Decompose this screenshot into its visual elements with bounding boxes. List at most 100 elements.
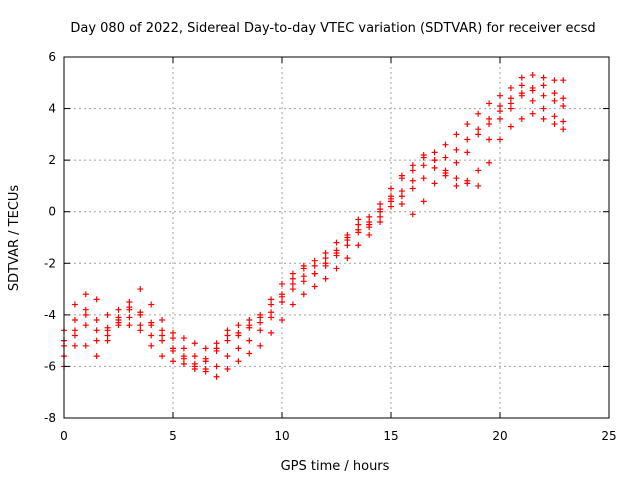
data-point	[246, 324, 253, 331]
data-point	[191, 360, 198, 367]
data-point	[82, 342, 89, 349]
y-tick-label: -8	[44, 411, 56, 425]
data-point	[311, 283, 318, 290]
data-point	[377, 219, 384, 226]
data-point	[507, 123, 514, 130]
data-point	[104, 311, 111, 318]
data-point	[115, 317, 122, 324]
data-point	[333, 239, 340, 246]
data-point	[366, 224, 373, 231]
data-point	[104, 337, 111, 344]
data-point	[497, 92, 503, 99]
y-tick-label: 0	[48, 205, 56, 219]
data-point	[475, 126, 482, 133]
data-point	[420, 198, 427, 205]
data-point	[170, 347, 176, 354]
data-point	[213, 340, 220, 347]
data-point	[560, 126, 567, 133]
data-point	[268, 301, 275, 308]
data-point	[409, 162, 416, 169]
data-point	[126, 298, 133, 305]
data-point	[529, 84, 536, 91]
data-point	[420, 175, 427, 182]
plot-frame	[63, 56, 610, 419]
data-point	[115, 322, 122, 329]
data-point	[497, 108, 503, 115]
data-point	[486, 100, 493, 107]
data-point	[322, 255, 329, 262]
data-point	[377, 200, 384, 207]
data-point	[507, 84, 514, 91]
data-point	[322, 260, 329, 267]
data-point	[180, 345, 187, 352]
data-point	[486, 121, 493, 128]
data-point	[170, 335, 176, 342]
x-tick-label: 10	[274, 429, 289, 443]
data-point	[355, 216, 362, 223]
data-point	[409, 167, 416, 174]
data-point	[191, 340, 198, 347]
data-point	[377, 213, 384, 220]
data-point	[453, 159, 460, 166]
data-point	[300, 273, 307, 280]
data-point	[311, 257, 318, 264]
data-point	[257, 319, 264, 326]
data-point	[540, 74, 547, 81]
x-tick-label: 25	[601, 429, 616, 443]
data-point	[82, 291, 89, 298]
data-point	[560, 77, 567, 84]
data-point	[431, 157, 438, 164]
data-point	[224, 366, 231, 373]
data-point	[159, 332, 166, 339]
data-point	[300, 291, 307, 298]
data-point	[289, 286, 296, 293]
data-point	[518, 82, 525, 89]
data-point	[180, 335, 187, 342]
x-axis-label: GPS time / hours	[281, 459, 390, 474]
data-point	[311, 262, 318, 269]
data-point	[159, 337, 166, 344]
y-axis-label: SDTVAR / TECUs	[7, 185, 22, 292]
data-point	[268, 314, 275, 321]
data-point	[442, 141, 449, 148]
y-tick-label: 6	[48, 50, 56, 64]
data-point	[420, 151, 427, 158]
data-point	[213, 363, 220, 370]
data-point	[431, 149, 438, 156]
data-point	[202, 358, 209, 365]
data-point	[529, 110, 536, 117]
data-point	[170, 358, 176, 365]
data-point	[180, 355, 187, 362]
data-point	[257, 311, 264, 318]
data-point	[71, 332, 78, 339]
data-point	[268, 309, 275, 316]
data-point	[257, 342, 264, 349]
data-point	[366, 213, 373, 220]
data-point	[191, 353, 198, 360]
data-point	[551, 77, 558, 84]
data-point	[464, 136, 471, 143]
data-point	[551, 121, 558, 128]
data-series	[61, 110, 567, 365]
data-point	[551, 113, 558, 120]
data-point	[398, 188, 405, 195]
data-point	[235, 332, 242, 339]
data-point	[529, 97, 536, 104]
data-point	[137, 322, 144, 329]
data-point	[497, 136, 503, 143]
data-point	[180, 360, 187, 367]
data-point	[148, 301, 155, 308]
data-point	[431, 180, 438, 187]
x-tick-label: 0	[60, 429, 68, 443]
data-point	[518, 92, 525, 99]
data-point	[442, 172, 449, 179]
data-point	[93, 296, 100, 303]
data-point	[148, 332, 155, 339]
data-point	[224, 337, 231, 344]
data-point	[322, 249, 329, 256]
data-point	[224, 353, 231, 360]
data-point	[540, 105, 547, 112]
data-point	[344, 255, 351, 262]
data-point	[202, 366, 209, 373]
data-point	[279, 280, 285, 287]
